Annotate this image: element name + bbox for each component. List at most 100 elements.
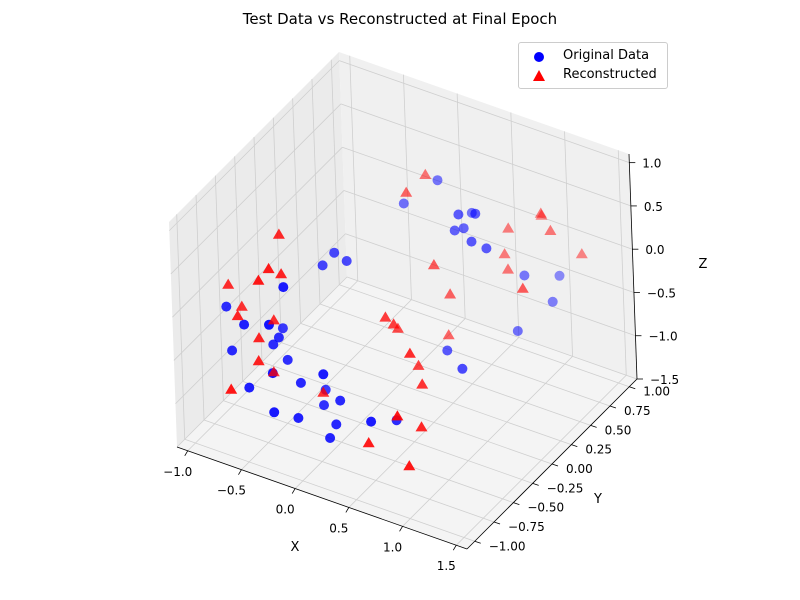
original-data-point: [221, 301, 232, 312]
reconstructed-data-point: [416, 378, 429, 389]
y-tick-label: 0.00: [566, 462, 593, 476]
reconstructed-data-point: [391, 410, 404, 421]
original-data-point: [282, 354, 293, 365]
legend: Original Data Reconstructed: [518, 42, 668, 89]
grid-line-y-floor: [281, 342, 572, 446]
grid-line-z-back: [343, 190, 635, 293]
y-tick: [629, 386, 636, 390]
y-tick-label: 0.25: [585, 443, 612, 457]
reconstructed-data-point: [275, 268, 288, 279]
grid-line-x-back: [403, 74, 412, 300]
original-data-point: [278, 282, 289, 293]
z-tick-label: 0.0: [645, 243, 664, 257]
original-data-point: [295, 377, 306, 388]
x-tick-label: 1.5: [437, 559, 456, 573]
original-data-point: [318, 369, 329, 380]
z-tick-label: −0.5: [647, 286, 676, 300]
reconstructed-data-point: [444, 288, 457, 299]
original-data-point: [269, 407, 280, 418]
grid-line-y-floor: [339, 284, 630, 388]
original-data-point: [453, 209, 464, 220]
original-data-point: [319, 400, 329, 411]
x-axis-label: X: [291, 540, 300, 555]
grid-line-y-left: [176, 214, 186, 440]
z-tick-label: 1.0: [642, 157, 661, 171]
grid-line-y-left: [272, 117, 282, 343]
grid-line-z-left: [173, 190, 345, 361]
x-tick-label: 1.0: [383, 540, 402, 554]
grid-line-x-back: [456, 93, 466, 319]
y-tick: [513, 502, 520, 506]
y-axis-label: Y: [593, 492, 602, 507]
grid-line-y-floor: [223, 400, 514, 504]
y-tick-label: 0.50: [605, 423, 632, 437]
original-data-point: [458, 223, 469, 234]
original-data-point: [547, 296, 558, 307]
x-tick: [184, 450, 189, 456]
grid-line-x-back: [510, 112, 520, 338]
legend-circle-marker: [534, 52, 544, 62]
original-data-point: [331, 419, 342, 430]
y-tick-label: −0.25: [547, 481, 584, 495]
original-data-point: [449, 225, 460, 236]
reconstructed-data-point: [412, 359, 425, 370]
y-tick: [474, 540, 481, 544]
legend-triangle-marker: [533, 70, 545, 81]
reconstructed-data-point: [267, 366, 280, 377]
original-data-point: [554, 270, 565, 281]
data-points: [221, 168, 588, 471]
y-tick: [571, 444, 578, 448]
tick-marks: −1.0 −0.5 0.0 0.5 1.0 1.5 −1.00 −0.75 −0.50 −0.25…: [163, 157, 679, 574]
grid-lines: [169, 55, 638, 546]
grid-line-y-left: [292, 98, 302, 324]
original-data-point: [317, 260, 328, 271]
original-data-point: [273, 332, 284, 343]
grid-line-z-left: [175, 233, 346, 405]
original-data-point: [341, 256, 352, 266]
reconstructed-data-point: [516, 282, 529, 293]
original-data-point: [470, 208, 481, 219]
reconstructed-data-point: [502, 222, 515, 233]
reconstructed-data-point: [235, 300, 248, 311]
original-data-point: [293, 413, 304, 423]
z-tick-label: 0.5: [644, 200, 663, 214]
grid-line-x-back: [617, 150, 627, 376]
grid-line-y-floor: [300, 322, 591, 426]
y-tick-label: −0.75: [508, 520, 545, 534]
grid-line-x-back: [564, 131, 573, 357]
original-data-point: [366, 416, 377, 427]
grid-line-y-left: [214, 175, 224, 401]
grid-line-z-back: [345, 233, 636, 337]
reconstructed-data-point: [379, 311, 392, 322]
y-tick: [532, 482, 539, 486]
original-data-point: [466, 236, 477, 247]
z-tick-label: −1.5: [650, 373, 679, 387]
y-tick-label: −0.50: [527, 501, 564, 515]
original-data-point: [457, 363, 468, 374]
reconstructed-data-point: [252, 355, 265, 366]
reconstructed-data-point: [544, 224, 557, 235]
original-data-point: [244, 382, 255, 393]
reconstructed-data-point: [262, 262, 275, 274]
legend-label-original: Original Data: [563, 48, 650, 63]
x-tick: [452, 545, 457, 551]
grid-line-z-left: [170, 103, 342, 275]
original-data-point: [442, 345, 453, 356]
grid-line-y-left: [195, 194, 205, 420]
grid-line-y-floor: [261, 361, 553, 465]
reconstructed-data-point: [272, 228, 285, 239]
x-tick: [291, 488, 296, 494]
grid-line-y-floor: [184, 438, 475, 542]
reconstructed-data-point: [222, 278, 235, 289]
grid-line-x-back: [349, 55, 359, 281]
legend-entry-reconstructed: Reconstructed: [519, 67, 667, 85]
grid-line-y-floor: [319, 303, 611, 407]
y-tick-label: 0.75: [624, 404, 651, 418]
grid-line-y-floor: [203, 419, 495, 523]
axes-panes: [169, 52, 637, 549]
grid-line-z-back: [342, 146, 633, 250]
grid-line-y-left: [330, 59, 340, 285]
grid-line-z-left: [169, 60, 340, 231]
reconstructed-data-point: [403, 347, 416, 358]
